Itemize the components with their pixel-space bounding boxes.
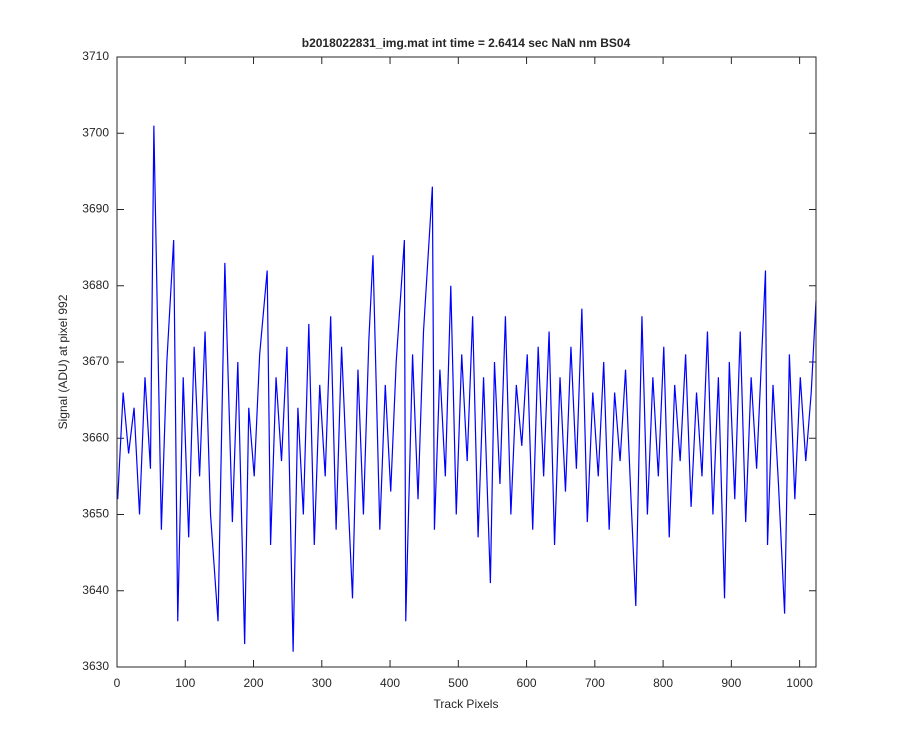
x-tick-label: 100 xyxy=(175,676,195,690)
x-tick-label: 1000 xyxy=(786,676,813,690)
x-tick-label: 800 xyxy=(653,676,673,690)
y-axis-label: Signal (ADU) at pixel 992 xyxy=(56,294,70,429)
plot-frame xyxy=(116,56,817,668)
x-tick-label: 400 xyxy=(380,676,400,690)
y-tick-label: 3660 xyxy=(82,430,109,444)
y-tick-label: 3710 xyxy=(82,49,109,63)
chart-title: b2018022831_img.mat int time = 2.6414 se… xyxy=(302,36,631,50)
y-tick-label: 3630 xyxy=(82,659,109,673)
x-tick-label: 700 xyxy=(585,676,605,690)
x-tick-label: 300 xyxy=(312,676,332,690)
y-tick-label: 3670 xyxy=(82,354,109,368)
y-tick-label: 3640 xyxy=(82,583,109,597)
x-tick-label: 200 xyxy=(244,676,264,690)
x-tick-label: 900 xyxy=(721,676,741,690)
x-axis-label: Track Pixels xyxy=(434,697,499,711)
y-tick-label: 3680 xyxy=(82,278,109,292)
y-tick-label: 3690 xyxy=(82,202,109,216)
x-tick-label: 500 xyxy=(448,676,468,690)
y-tick-label: 3650 xyxy=(82,507,109,521)
x-tick-label: 0 xyxy=(114,676,121,690)
y-tick-label: 3700 xyxy=(82,125,109,139)
x-tick-label: 600 xyxy=(517,676,537,690)
data-line xyxy=(117,125,817,652)
